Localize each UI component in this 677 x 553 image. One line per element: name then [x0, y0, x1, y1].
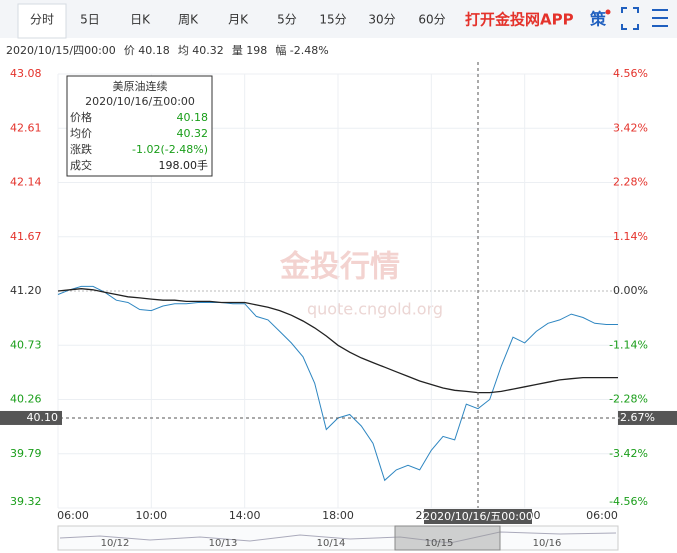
tab[interactable]: 15分	[319, 13, 346, 27]
y2-tick-label: 0.00%	[613, 284, 648, 297]
crosshair-y2-label: -2.67%	[616, 411, 655, 424]
tooltip-label: 成交	[70, 158, 92, 172]
crosshair-y-box	[0, 410, 62, 425]
y2-tick-label: -4.56%	[609, 495, 648, 508]
navigator-line	[59, 531, 617, 544]
tab[interactable]: 分时	[30, 13, 54, 27]
tab[interactable]: 60分	[418, 13, 445, 27]
x-tick-label: 10:00	[135, 509, 167, 522]
tab[interactable]: 月K	[228, 13, 249, 27]
y2-tick-label: 4.56%	[613, 67, 648, 80]
y-tick-label: 43.08	[10, 67, 42, 80]
tooltip-label: 涨跌	[70, 142, 92, 156]
y2-tick-label: -3.42%	[609, 447, 648, 460]
tooltip-title: 美原油连续	[113, 79, 168, 93]
info-line: 2020/10/15/四00:00 价 40.18 均 40.32 量 198 幅 -2…	[6, 44, 329, 57]
navigator-label: 10/14	[317, 538, 346, 549]
navigator-label: 10/16	[533, 538, 562, 549]
watermark-url: quote.cngold.org	[307, 300, 443, 319]
tooltip	[66, 75, 213, 177]
fullscreen-icon[interactable]	[621, 7, 639, 30]
menu-icon[interactable]	[652, 9, 668, 27]
crosshair-x-label: 2020/10/16/五00:00	[423, 510, 533, 523]
y-tick-label: 39.32	[10, 495, 42, 508]
info-item: 价 40.18	[124, 44, 170, 57]
info-item: 均 40.32	[178, 44, 224, 57]
navigator-label: 10/15	[425, 538, 454, 549]
series-line	[57, 288, 618, 394]
crosshair-y-label: 40.10	[27, 411, 59, 424]
tab[interactable]: 5分	[277, 13, 297, 27]
y2-tick-label: 1.14%	[613, 230, 648, 243]
tab[interactable]: 日K	[130, 13, 151, 27]
x-tick-label: 06:00	[57, 509, 89, 522]
info-item: 幅 -2.48%	[275, 44, 328, 57]
crosshair-x-box	[424, 509, 532, 524]
y-tick-label: 40.26	[10, 393, 42, 406]
tab-bar	[0, 0, 677, 38]
y-tick-label: 42.61	[10, 121, 42, 134]
tooltip-value: 198.00手	[159, 158, 209, 172]
tooltip-date: 2020/10/16/五00:00	[85, 95, 195, 108]
x-tick-label: 06:00	[586, 509, 618, 522]
navigator-label: 10/13	[209, 538, 238, 549]
y-tick-label: 42.14	[10, 176, 42, 189]
navigator-window[interactable]	[394, 525, 501, 551]
y-tick-label: 39.79	[10, 447, 42, 460]
watermark-title: 金投行情	[279, 250, 400, 285]
y2-tick-label: -2.28%	[609, 393, 648, 406]
tooltip-label: 均价	[70, 127, 92, 140]
y-tick-label: 40.73	[10, 338, 42, 351]
y2-tick-label: -1.14%	[609, 338, 648, 351]
crosshair-y2-box	[618, 410, 677, 425]
app-link[interactable]: 打开金投网APP	[465, 11, 574, 29]
tooltip-label: 价格	[70, 110, 92, 124]
x-tick-label: 14:00	[229, 509, 261, 522]
y-tick-label: 41.67	[10, 230, 42, 243]
tab[interactable]: 5日	[80, 13, 100, 27]
info-item: 量 198	[232, 44, 268, 57]
tooltip-value: -1.02(-2.48%)	[132, 143, 208, 156]
tab[interactable]: 周K	[178, 13, 199, 27]
y2-tick-label: 2.28%	[613, 176, 648, 189]
tooltip-value: 40.18	[177, 111, 209, 124]
strategy-button[interactable]: 策	[589, 10, 607, 29]
x-tick-label: 18:00	[322, 509, 354, 522]
y2-tick-label: 3.42%	[613, 121, 648, 134]
navigator-label: 10/12	[101, 538, 130, 549]
badge	[605, 9, 611, 15]
tooltip-value: 40.32	[177, 127, 209, 140]
tab[interactable]: 30分	[368, 13, 395, 27]
info-item: 2020/10/15/四00:00	[6, 44, 116, 57]
active-tab	[17, 3, 67, 39]
y-tick-label: 41.20	[10, 284, 42, 297]
